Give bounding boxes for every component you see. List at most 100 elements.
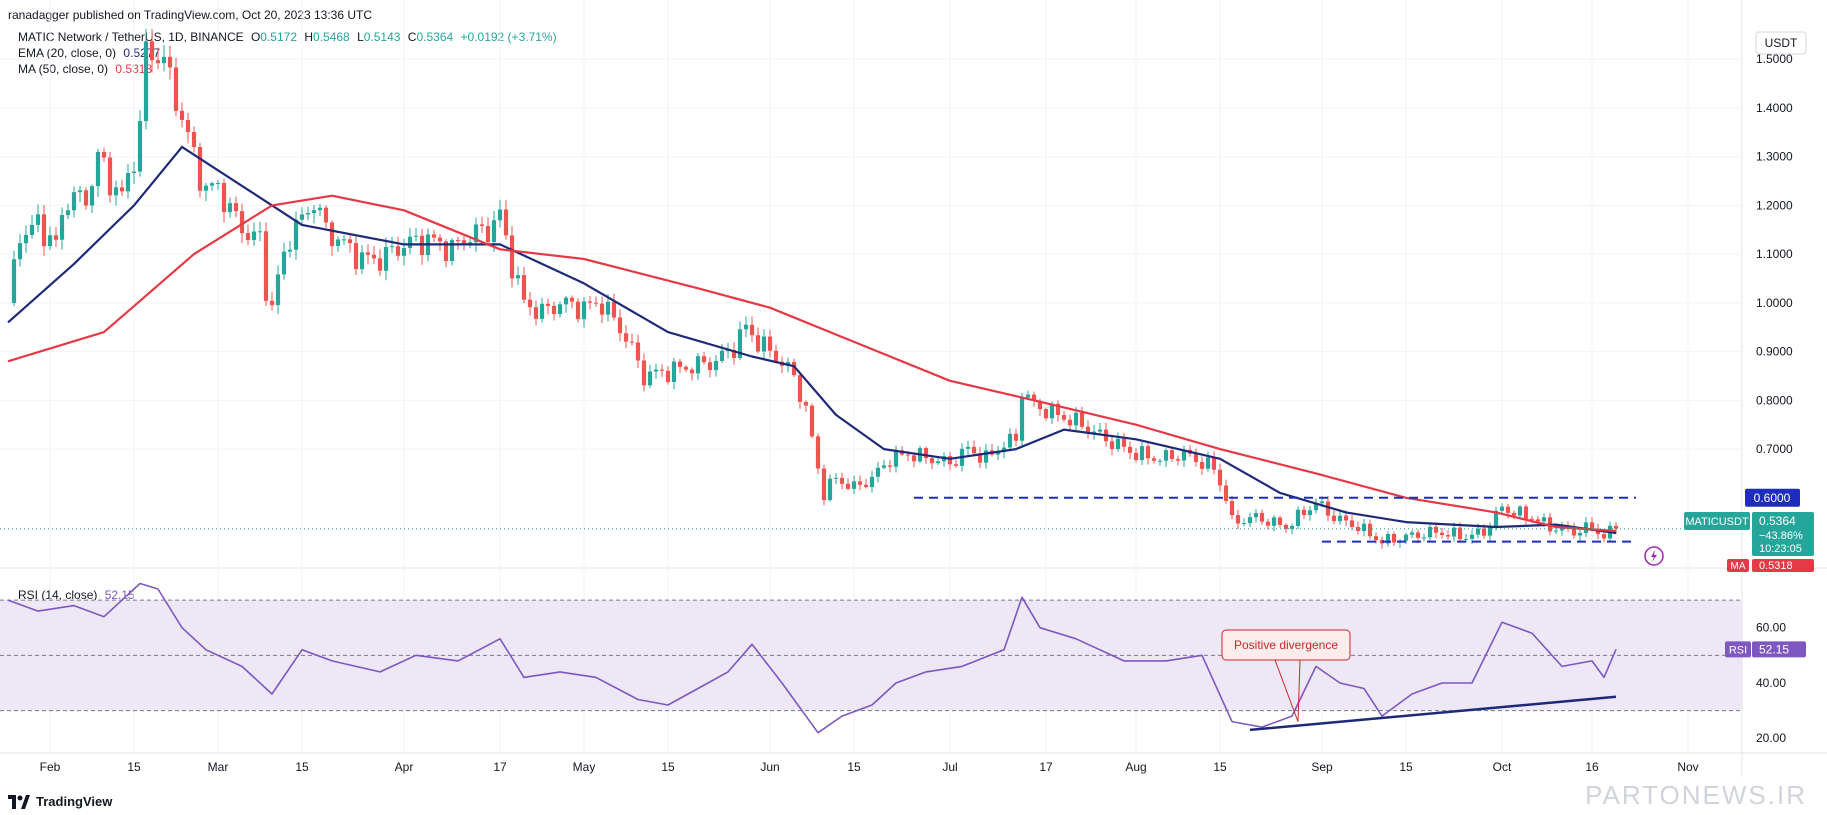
- time-tick-label: Aug: [1125, 760, 1146, 774]
- candle-body: [377, 258, 383, 271]
- published-line: ranadagger published on TradingView.com,…: [8, 8, 373, 22]
- candle-body: [911, 455, 917, 462]
- candles: [11, 28, 1619, 549]
- candle-body: [983, 450, 989, 463]
- ema-label: EMA (20, close, 0): [18, 46, 117, 60]
- ma-badge: MA 0.5318: [1727, 559, 1814, 572]
- candle-body: [143, 41, 149, 122]
- price-tick-label: 1.2000: [1756, 198, 1793, 212]
- candle-body: [1319, 501, 1325, 504]
- candle-body: [1145, 446, 1151, 459]
- candle-body: [1409, 532, 1415, 535]
- tradingview-logo-text: TradingView: [36, 794, 113, 809]
- price-tick-label: 1.0000: [1756, 296, 1793, 310]
- candle-body: [1073, 412, 1079, 426]
- candle-body: [1121, 438, 1127, 447]
- rsi-badge: RSI 52.15: [1725, 641, 1806, 658]
- candle-body: [791, 361, 797, 376]
- candle-body: [527, 299, 533, 308]
- candle-body: [365, 252, 371, 255]
- rsi-series-line: [7, 582, 1617, 734]
- candle-body: [281, 251, 287, 275]
- candle-body: [245, 233, 251, 241]
- positive-divergence-callout[interactable]: Positive divergence: [1221, 629, 1351, 661]
- candle-body: [287, 249, 293, 252]
- candle-body: [929, 458, 935, 464]
- candle-body: [641, 360, 647, 386]
- open-label: O: [250, 30, 261, 44]
- price-tick-label: 0.7000: [1756, 442, 1793, 456]
- candle-body: [179, 110, 185, 120]
- candle-body: [509, 235, 515, 279]
- candle-body: [905, 454, 911, 456]
- candle-body: [83, 190, 89, 206]
- candle-body: [131, 171, 137, 174]
- candle-body: [893, 450, 899, 467]
- candle-body: [1361, 523, 1367, 532]
- candle-body: [455, 240, 461, 242]
- change-value: +0.0192 (+3.71%): [460, 30, 557, 44]
- high-label: H: [304, 30, 314, 44]
- price-tick-label: 1.3000: [1756, 150, 1793, 164]
- candle-body: [101, 151, 107, 158]
- ma-badge-tag: MA: [1731, 561, 1746, 572]
- candle-body: [1559, 526, 1565, 531]
- candle-body: [1475, 528, 1481, 535]
- candle-body: [215, 182, 221, 184]
- time-tick-label: May: [573, 760, 596, 774]
- candle-body: [1229, 501, 1235, 516]
- candle-body: [1325, 501, 1331, 516]
- candle-body: [869, 476, 875, 488]
- price-tick-label: 0.8000: [1756, 393, 1793, 407]
- moving-averages: [7, 145, 1617, 535]
- time-tick-label: Mar: [208, 760, 229, 774]
- candle-body: [17, 243, 23, 260]
- candle-body: [35, 214, 41, 225]
- candle-body: [1289, 525, 1295, 529]
- candle-body: [437, 237, 443, 242]
- candle-body: [1523, 506, 1529, 519]
- candle-body: [815, 436, 821, 469]
- candle-body: [1577, 532, 1583, 536]
- candle-body: [125, 173, 131, 192]
- candle-body: [689, 369, 695, 374]
- currency-button[interactable]: USDT: [1755, 31, 1807, 55]
- ema-20-line: [7, 145, 1617, 535]
- level-badge: 0.6000: [1745, 488, 1800, 507]
- candle-body: [491, 220, 497, 243]
- candle-body: [161, 56, 167, 64]
- candle-body: [809, 405, 815, 437]
- candle-body: [1031, 394, 1037, 401]
- symbol-legend: MATIC Network / TetherUS, 1D, BINANCE O0…: [18, 30, 561, 44]
- candle-body: [29, 224, 35, 235]
- divergence-trendline: [1249, 695, 1617, 732]
- candle-body: [1541, 517, 1547, 522]
- candle-body: [323, 207, 329, 223]
- candle-body: [1373, 536, 1379, 541]
- tradingview-logo[interactable]: TradingView: [8, 794, 112, 809]
- candle-body: [113, 187, 119, 196]
- candle-body: [1457, 527, 1463, 540]
- candle-body: [1517, 506, 1523, 516]
- candle-body: [845, 483, 851, 489]
- candle-body: [881, 465, 887, 468]
- candle-body: [1445, 535, 1451, 537]
- candle-body: [107, 157, 113, 196]
- level-badge-value: 0.6000: [1754, 491, 1791, 505]
- rsi-band: [0, 599, 1742, 712]
- rsi-line: [7, 582, 1617, 734]
- ma-badge-value: 0.5318: [1759, 560, 1793, 572]
- candle-body: [1415, 532, 1421, 538]
- time-tick-label: 15: [295, 760, 309, 774]
- candle-body: [821, 468, 827, 501]
- rsi-tick-label: 60.00: [1756, 621, 1786, 635]
- candle-body: [755, 335, 761, 352]
- candle-body: [23, 234, 29, 244]
- candle-body: [671, 361, 677, 383]
- candle-body: [719, 350, 725, 361]
- candle-body: [1259, 513, 1265, 522]
- candle-body: [311, 210, 317, 214]
- lightning-alert-icon[interactable]: [1644, 546, 1664, 566]
- watermark-text: PARTONEWS.IR: [1585, 780, 1807, 810]
